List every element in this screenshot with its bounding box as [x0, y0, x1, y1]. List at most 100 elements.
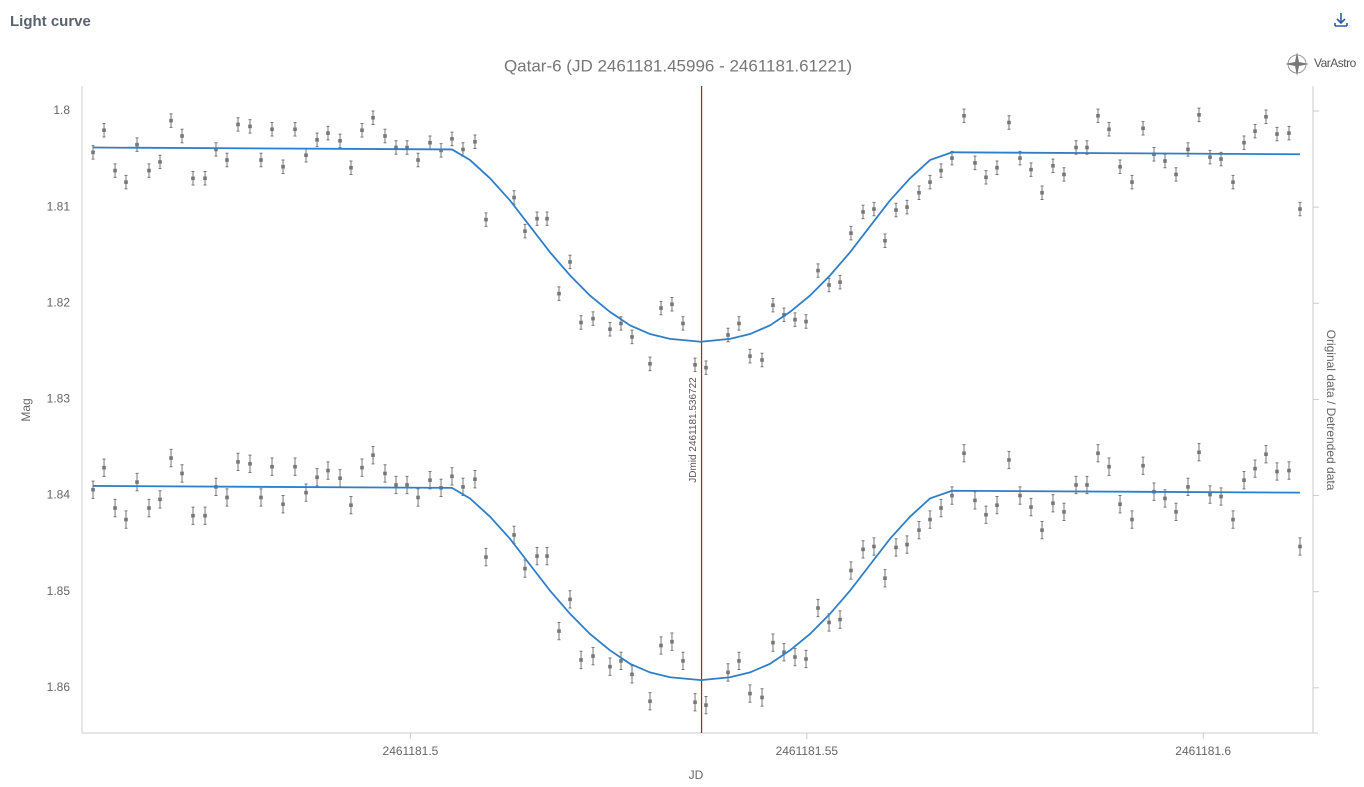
data-point — [293, 464, 297, 469]
data-point — [225, 158, 229, 162]
data-point — [191, 176, 195, 181]
data-point — [726, 670, 730, 675]
data-point — [1018, 493, 1022, 498]
data-point — [693, 362, 697, 367]
data-point — [861, 547, 865, 552]
data-point — [394, 145, 398, 150]
data-point — [450, 474, 454, 479]
data-point — [1219, 157, 1223, 161]
data-point — [1287, 468, 1291, 473]
data-point — [579, 320, 583, 325]
data-point — [1186, 485, 1190, 489]
data-point — [883, 238, 887, 243]
data-point — [861, 210, 865, 214]
data-point — [568, 260, 572, 264]
data-point — [704, 365, 708, 370]
download-button[interactable] — [1334, 13, 1348, 27]
y-axis-title: Mag — [19, 398, 33, 421]
data-point — [771, 640, 775, 645]
data-point — [315, 138, 319, 142]
y-tick-label: 1.83 — [47, 392, 71, 406]
data-point — [383, 134, 387, 138]
data-point — [608, 327, 612, 332]
data-series — [91, 443, 1302, 715]
data-point — [102, 465, 106, 470]
data-point — [1163, 159, 1167, 163]
data-point — [973, 161, 977, 165]
data-point — [225, 495, 229, 500]
x-tick-label: 2461181.5 — [383, 744, 439, 758]
data-point — [1275, 469, 1279, 474]
data-point — [147, 168, 151, 173]
data-point — [995, 503, 999, 507]
data-point — [416, 495, 420, 500]
data-point — [394, 483, 398, 487]
data-point — [545, 554, 549, 558]
data-point — [135, 480, 139, 484]
data-point — [124, 180, 128, 184]
data-point — [1197, 113, 1201, 117]
data-point — [473, 139, 477, 144]
jd-mid-label: JDmid 2461181.536722 — [688, 377, 699, 483]
x-axis-title: JD — [689, 768, 704, 782]
data-point — [1242, 478, 1246, 482]
data-point — [1130, 180, 1134, 184]
data-point — [236, 460, 240, 464]
data-point — [838, 617, 842, 622]
data-point — [894, 545, 898, 550]
data-point — [984, 175, 988, 180]
data-point — [816, 268, 820, 273]
data-point — [1231, 517, 1235, 522]
data-point — [905, 542, 909, 547]
data-point — [1253, 466, 1257, 471]
data-point — [1219, 494, 1223, 499]
data-point — [1130, 517, 1134, 522]
data-point — [124, 517, 128, 522]
data-point — [135, 142, 139, 147]
data-point — [383, 471, 387, 476]
data-point — [1208, 492, 1212, 497]
data-point — [259, 495, 263, 500]
data-point — [270, 464, 274, 469]
logo: VarAstro — [1285, 52, 1357, 76]
data-point — [1107, 127, 1111, 132]
chart-title: Qatar-6 (JD 2461181.45996 - 2461181.6122… — [504, 56, 852, 75]
data-point — [191, 513, 195, 518]
data-point — [1007, 120, 1011, 125]
data-point — [1253, 129, 1257, 133]
data-point — [360, 465, 364, 470]
data-point — [304, 490, 308, 495]
data-point — [905, 205, 909, 209]
data-point — [782, 313, 786, 317]
data-point — [428, 140, 432, 145]
y-tick-label: 1.84 — [47, 488, 71, 502]
data-point — [450, 137, 454, 141]
data-point — [1163, 496, 1167, 501]
logo-text: VarAstro — [1314, 56, 1357, 70]
data-point — [1062, 172, 1066, 177]
data-point — [91, 487, 95, 492]
data-point — [693, 700, 697, 705]
data-point — [248, 462, 252, 466]
data-point — [1231, 180, 1235, 184]
data-point — [349, 165, 353, 170]
data-point — [1275, 132, 1279, 136]
data-point — [405, 145, 409, 150]
data-point — [484, 555, 488, 559]
data-point — [917, 528, 921, 532]
data-point — [748, 354, 752, 358]
data-point — [169, 456, 173, 460]
data-point — [1096, 114, 1100, 118]
data-point — [1051, 501, 1055, 506]
data-point — [180, 134, 184, 138]
data-point — [917, 190, 921, 195]
data-point — [838, 280, 842, 284]
data-point — [113, 506, 117, 510]
data-point — [827, 620, 831, 625]
data-point — [883, 576, 887, 581]
data-point — [535, 216, 539, 221]
data-point — [1174, 510, 1178, 514]
data-point — [1208, 155, 1212, 159]
